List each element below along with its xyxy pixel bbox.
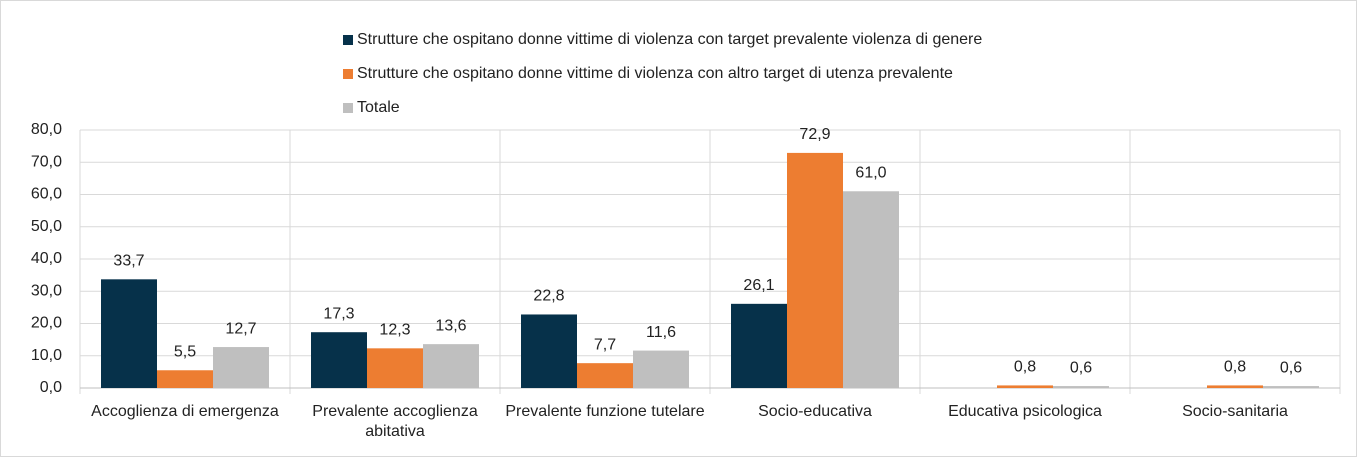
bar [1263,386,1319,388]
bar [157,370,213,388]
y-tick-label: 10,0 [31,347,62,364]
data-label: 12,3 [379,322,410,339]
data-label: 12,7 [225,320,256,337]
data-label: 22,8 [533,288,564,305]
bar [577,363,633,388]
legend-label: Strutture che ospitano donne vittime di … [357,31,982,48]
bar [521,314,577,388]
legend-label: Strutture che ospitano donne vittime di … [357,65,953,82]
bar [1207,385,1263,388]
data-label: 26,1 [743,277,774,294]
bar [997,385,1053,388]
legend-swatch [343,69,353,79]
bar [367,348,423,388]
bar [213,347,269,388]
bar [633,350,689,388]
data-label: 5,5 [174,343,196,360]
bar [731,303,787,388]
data-label: 0,8 [1014,359,1036,376]
y-tick-label: 0,0 [40,379,62,396]
data-label: 11,6 [646,324,676,341]
bar [787,152,843,388]
legend-swatch [343,103,353,113]
bar [311,332,367,388]
y-tick-label: 20,0 [31,315,62,332]
legend-swatch [343,35,353,45]
bar [843,191,899,388]
data-label: 33,7 [113,253,144,270]
data-label: 0,6 [1280,359,1302,376]
bar [101,279,157,388]
y-tick-label: 50,0 [31,218,62,235]
data-label: 13,6 [435,317,466,334]
bar [1053,386,1109,388]
data-label: 0,6 [1070,359,1092,376]
x-tick-label: Prevalente funzione tutelare [505,403,705,420]
legend-label: Totale [357,99,400,116]
x-tick-label: Prevalente accoglienza abitativa [312,403,478,440]
x-tick-label: Socio-sanitaria [1182,403,1288,420]
x-tick-label: Accoglienza di emergenza [91,403,279,420]
data-label: 72,9 [799,126,830,143]
x-tick-label: Educativa psicologica [948,403,1102,420]
y-tick-label: 70,0 [31,153,62,170]
x-tick-label: Socio-educativa [758,403,872,420]
y-tick-label: 30,0 [31,282,62,299]
y-tick-label: 40,0 [31,250,62,267]
bar [423,344,479,388]
data-label: 0,8 [1224,359,1246,376]
data-label: 61,0 [855,164,886,181]
data-label: 7,7 [594,336,616,353]
data-label: 17,3 [323,305,354,322]
y-tick-label: 60,0 [31,186,62,203]
y-tick-label: 80,0 [31,121,62,138]
